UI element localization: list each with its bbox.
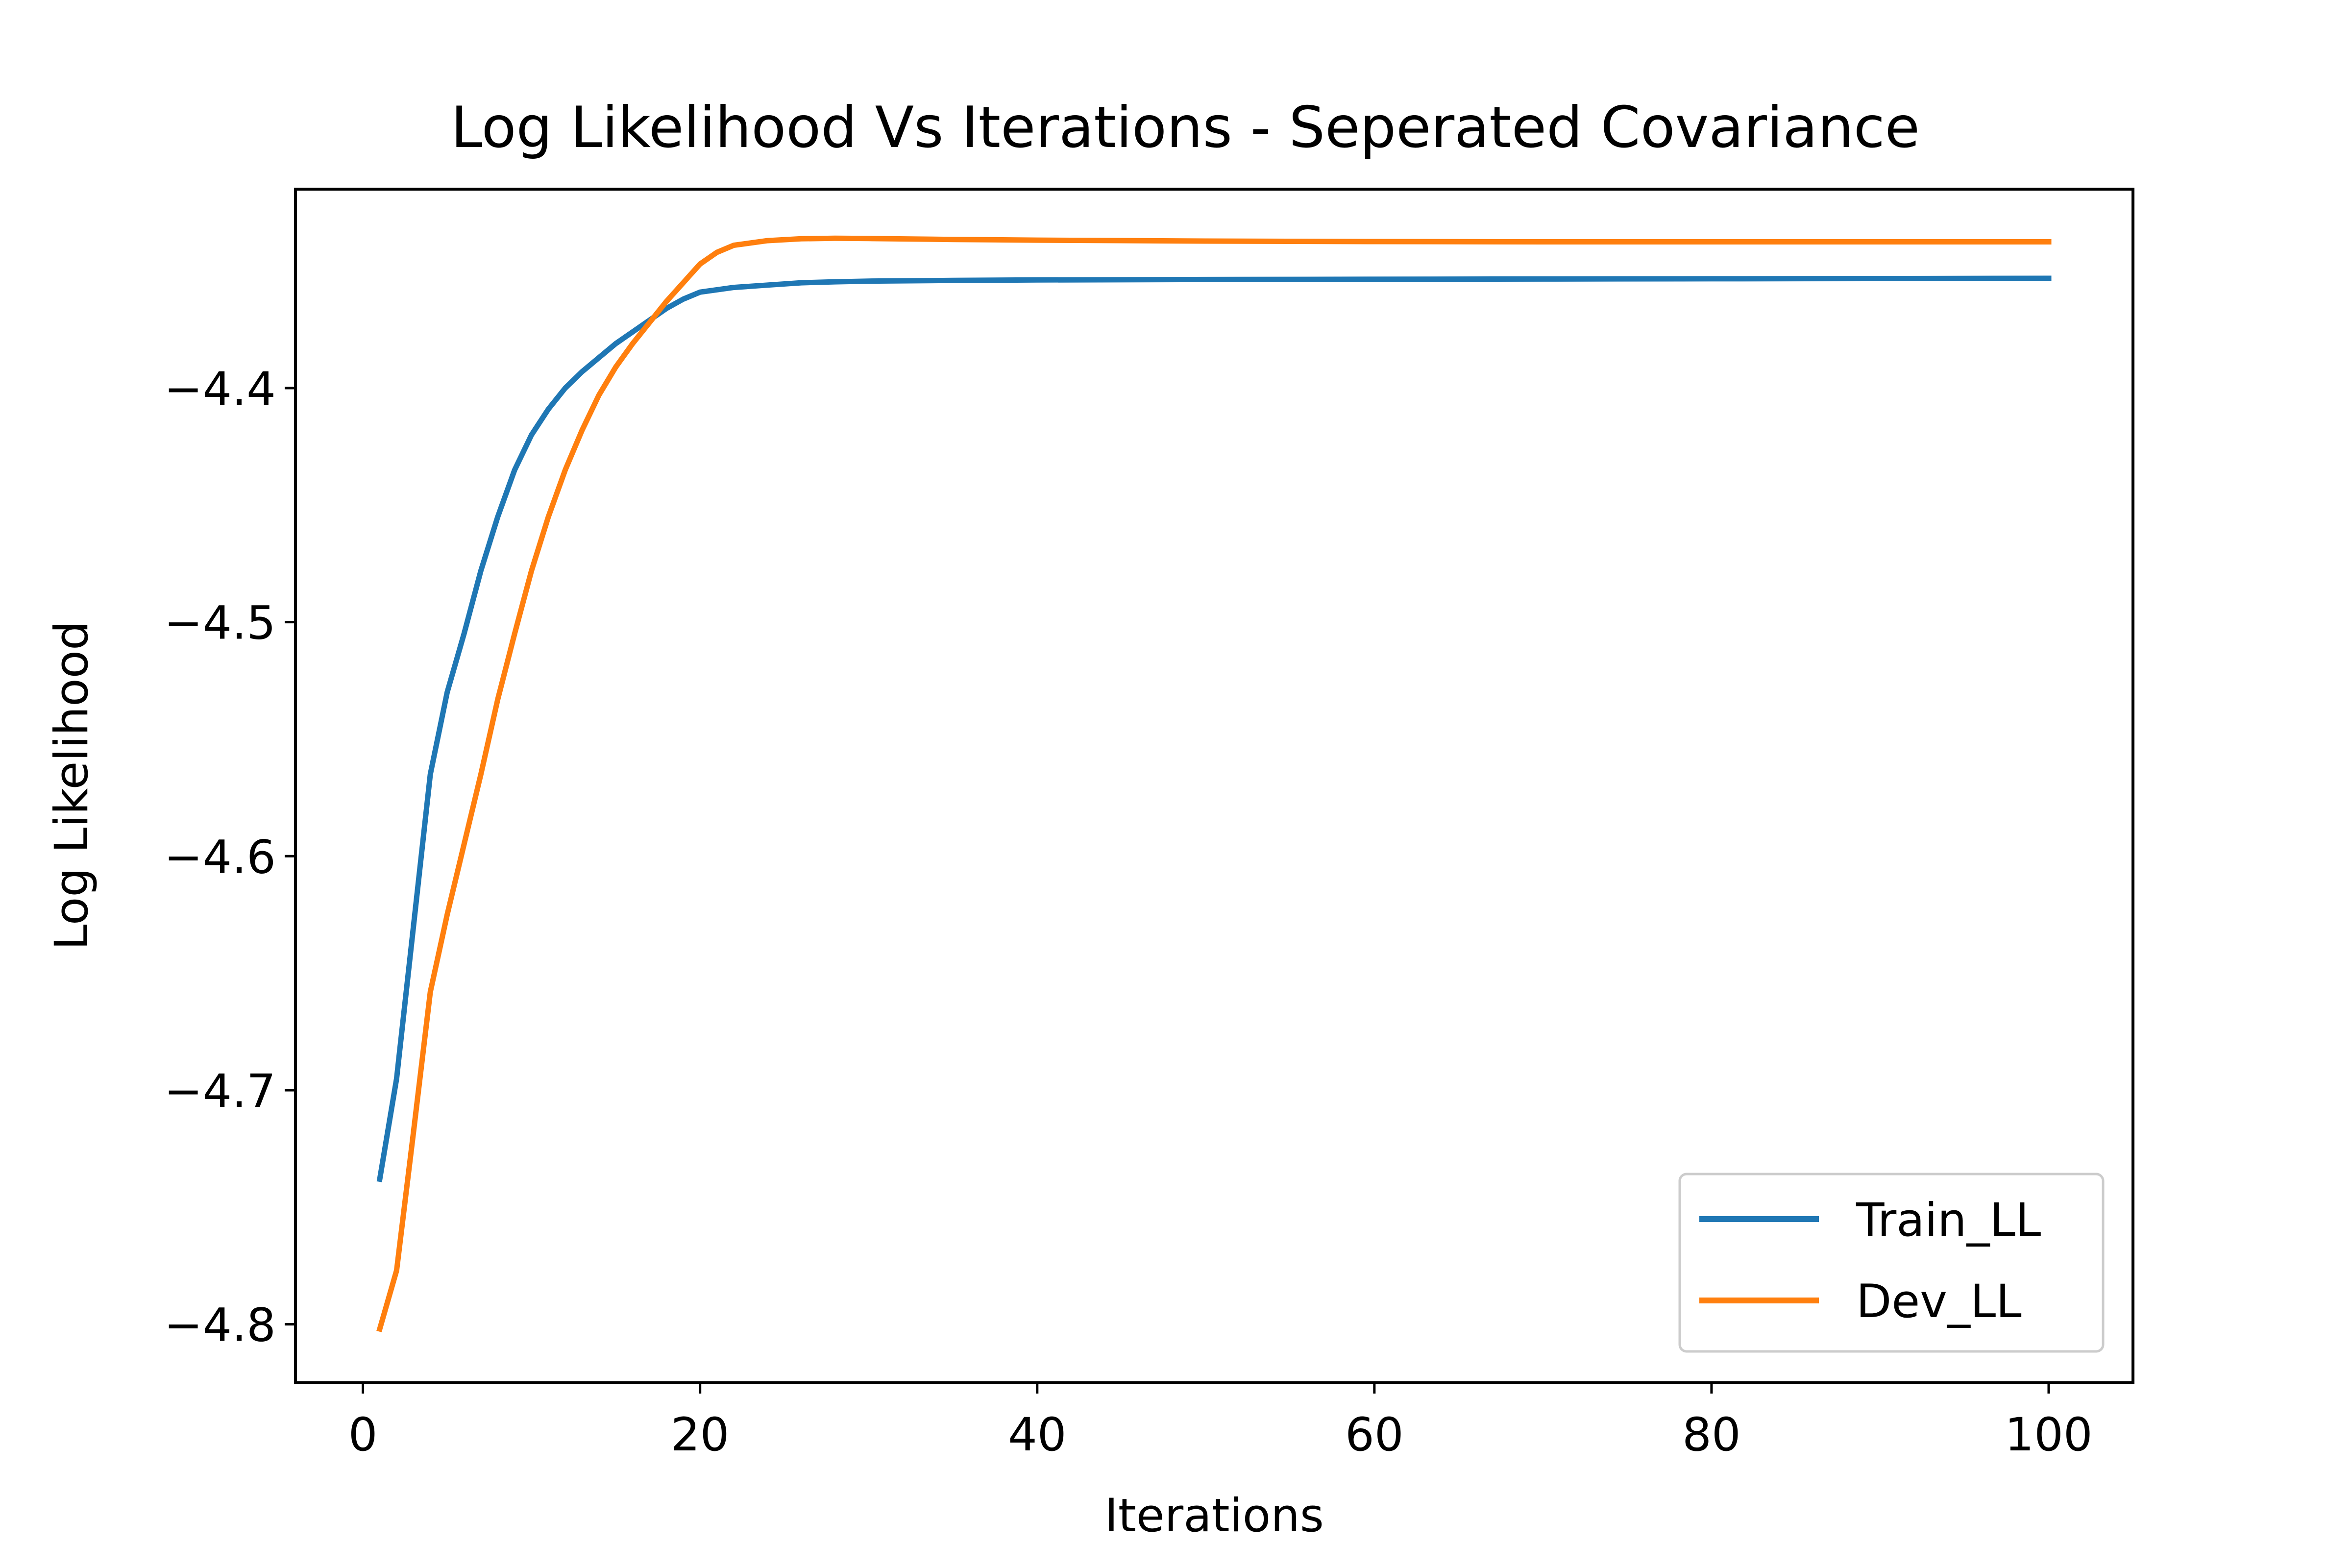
x-tick-label: 40 [1008, 1408, 1067, 1462]
y-tick-label: −4.6 [164, 831, 276, 884]
y-tick-label: −4.5 [164, 597, 276, 650]
series-line-train-ll [376, 275, 2052, 1182]
legend: Train_LL Dev_LL [1678, 1173, 2105, 1353]
x-axis-label: Iterations [1104, 1489, 1324, 1543]
legend-label-train: Train_LL [1856, 1194, 2041, 1247]
x-tick-label: 100 [2005, 1408, 2092, 1462]
y-tick-label: −4.4 [164, 363, 276, 416]
y-tick-label: −4.8 [164, 1299, 276, 1352]
y-axis-label: Log Likelihood [45, 621, 98, 950]
plot-area [376, 235, 2052, 1332]
y-tick-label: −4.7 [164, 1065, 276, 1118]
x-tick-label: 80 [1682, 1408, 1741, 1462]
x-tick-label: 0 [348, 1408, 378, 1462]
x-tick-label: 20 [671, 1408, 730, 1462]
x-tick-label: 60 [1345, 1408, 1404, 1462]
axes-frame [294, 188, 2134, 1384]
x-axis: 0 20 40 60 80 100 [348, 1383, 2093, 1462]
chart-title: Log Likelihood Vs Iterations - Seperated… [451, 95, 1920, 161]
legend-label-dev: Dev_LL [1856, 1275, 2022, 1328]
y-axis: −4.4 −4.5 −4.6 −4.7 −4.8 [164, 363, 295, 1352]
series-line-dev-ll [376, 235, 2052, 1332]
